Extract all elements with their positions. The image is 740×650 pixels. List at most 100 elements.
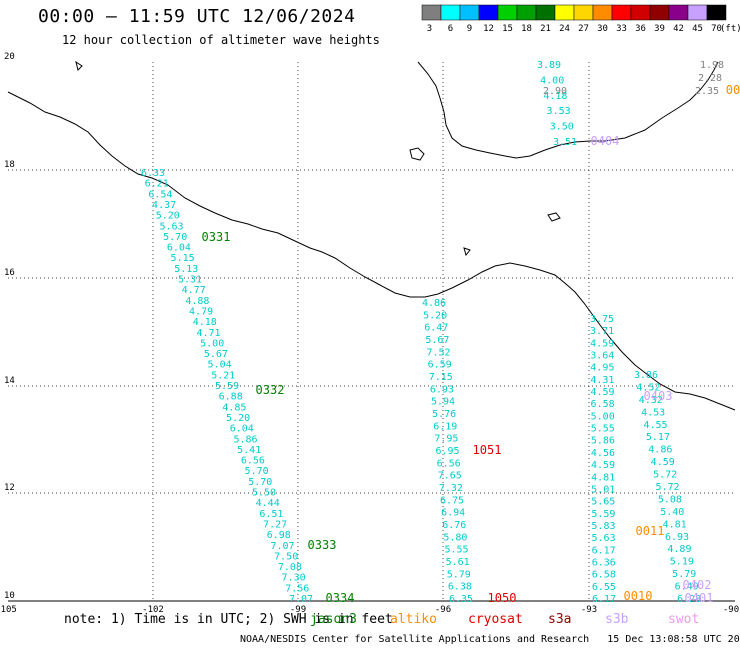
swh-value: 4.81 — [591, 472, 615, 483]
swh-value: 4.88 — [185, 296, 209, 307]
lon-label: -93 — [581, 605, 597, 615]
pass-label: 0401 — [685, 591, 714, 605]
swh-value: 5.63 — [159, 221, 183, 232]
swh-value: 4.89 — [667, 544, 691, 555]
swh-value: 6.35 — [449, 594, 473, 605]
legend-swatch — [649, 4, 670, 21]
swh-value: 5.67 — [425, 335, 449, 346]
swh-value: 4.18 — [193, 317, 217, 328]
swh-value: 5.70 — [245, 466, 269, 477]
swh-value: 5.08 — [658, 494, 682, 505]
legend-swatch — [554, 4, 575, 21]
swh-value: 5.04 — [208, 360, 232, 371]
swh-value: 5.72 — [653, 470, 677, 481]
swh-value: 3.51 — [553, 137, 577, 148]
swh-value: 5.61 — [446, 557, 470, 568]
swh-value: 4.18 — [543, 91, 567, 102]
swh-value: 5.55 — [591, 424, 615, 435]
legend-swatch — [668, 4, 689, 21]
swh-value: 6.04 — [167, 243, 191, 254]
swh-value: 4.81 — [663, 519, 687, 530]
legend-label: 9 — [467, 24, 472, 34]
credit-text: NOAA/NESDIS Center for Satellite Applica… — [240, 634, 590, 645]
swh-value: 6.17 — [592, 594, 616, 605]
swh-value: 6.88 — [219, 392, 243, 403]
gulf-coastline — [417, 61, 719, 159]
lat-label: 14 — [4, 376, 15, 386]
legend-label: 42 — [673, 24, 684, 34]
swh-value: 4.53 — [641, 407, 665, 418]
legend-swatch — [630, 4, 651, 21]
lon-label: -90 — [723, 605, 739, 615]
swh-value: 6.93 — [430, 384, 454, 395]
pass-label: 0332 — [256, 383, 285, 397]
credit-timestamp: 15 Dec 13:08:58 UTC 2024 — [607, 634, 740, 645]
swh-value: 5.13 — [174, 264, 198, 275]
pass-label: 0333 — [308, 538, 337, 552]
swh-value: 5.83 — [591, 521, 615, 532]
lat-label: 10 — [4, 591, 15, 601]
swh-value: 7.07 — [289, 594, 313, 605]
swh-value: 7.30 — [282, 573, 306, 584]
swh-value: 6.58 — [592, 570, 616, 581]
legend-label: 24 — [559, 24, 570, 34]
legend-label: 3 — [427, 24, 432, 34]
legend-swatch — [706, 4, 727, 21]
swh-value: 7.07 — [270, 541, 294, 552]
swh-value: 5.15 — [171, 253, 195, 264]
swh-value: 7.65 — [438, 471, 462, 482]
legend-label: 15 — [502, 24, 513, 34]
swh-value: 5.70 — [248, 477, 272, 488]
swh-value: 5.94 — [431, 397, 455, 408]
pass-label: 1050 — [488, 591, 517, 605]
pass-label: 0403 — [644, 389, 673, 403]
lake-shape — [463, 247, 471, 257]
pass-label: 0404 — [591, 134, 620, 148]
map-subtitle: 12 hour collection of altimeter wave hei… — [62, 33, 380, 47]
lat-label: 16 — [4, 268, 15, 278]
swh-value: 6.75 — [440, 495, 464, 506]
credit-line: NOAA/NESDIS Center for Satellite Applica… — [240, 634, 740, 645]
swh-value: 6.56 — [437, 458, 461, 469]
swh-value: 6.49 — [675, 582, 699, 593]
island-shape — [75, 60, 83, 71]
swh-value: 4.00 — [540, 75, 564, 86]
swh-value: 3.50 — [550, 122, 574, 133]
pass-label: 1051 — [473, 443, 502, 457]
lake-shape — [547, 212, 561, 222]
swh-value: 6.21 — [145, 179, 169, 190]
pass-label: 0402 — [683, 578, 712, 592]
footer-note: note: 1) Time is in UTC; 2) SWH is in fe… — [64, 612, 393, 627]
swh-value: 6.55 — [592, 582, 616, 593]
swh-value: 4.59 — [590, 338, 614, 349]
legend-swatch — [592, 4, 613, 21]
swh-value: 7.50 — [274, 551, 298, 562]
swh-value: 4.85 — [222, 402, 246, 413]
legend-label: 30 — [597, 24, 608, 34]
swh-value: 5.01 — [591, 484, 615, 495]
swh-value: 4.77 — [182, 285, 206, 296]
swh-value: 2.35 — [695, 86, 719, 97]
swh-value: 7.08 — [278, 562, 302, 573]
swh-value: 2.28 — [698, 73, 722, 84]
swh-value: 6.51 — [259, 509, 283, 520]
lat-label: 20 — [4, 52, 15, 62]
lon-label: -102 — [142, 605, 164, 615]
swh-value: 6.98 — [267, 530, 291, 541]
swh-value: 4.86 — [422, 298, 446, 309]
swh-value: 4.56 — [591, 448, 615, 459]
lon-label: -99 — [290, 605, 306, 615]
lat-label: 18 — [4, 160, 15, 170]
pass-label: 0010 — [624, 589, 653, 603]
pass-label: 0334 — [326, 591, 355, 605]
swh-value: 4.59 — [591, 460, 615, 471]
swh-value: 5.41 — [237, 445, 261, 456]
legend-label: 6 — [448, 24, 453, 34]
swh-value: 5.50 — [252, 488, 276, 499]
swh-value: 6.94 — [441, 508, 465, 519]
swh-value: 6.28 — [677, 594, 701, 605]
swh-value: 7.52 — [426, 347, 450, 358]
pass-label: 0331 — [202, 230, 231, 244]
swh-value: 5.55 — [444, 545, 468, 556]
